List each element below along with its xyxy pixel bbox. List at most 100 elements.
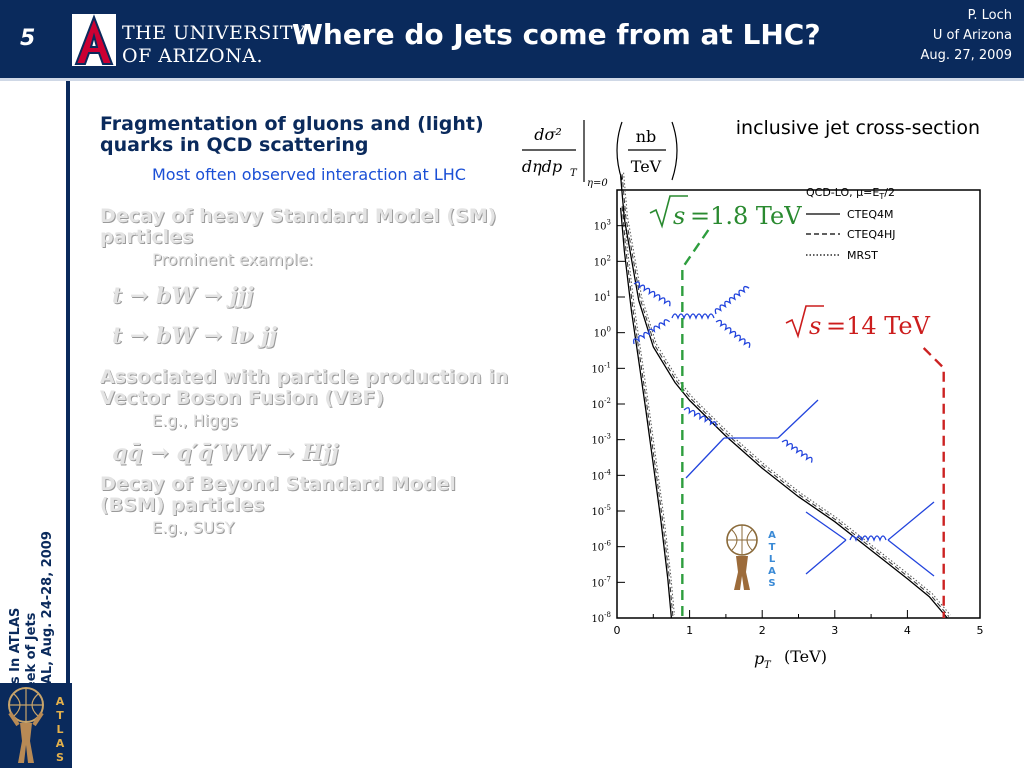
formula-vbf-higgs: qq̄ → q′q̄′WW → Hjj	[112, 440, 339, 466]
bullet-vbf: Associated with particle production in V…	[100, 366, 509, 409]
sidebar-line2: Week of Jets	[24, 612, 39, 704]
university-logo-icon	[72, 14, 116, 66]
x-tick-label: 1	[686, 624, 693, 637]
atlas-logo-icon: A T L A S	[726, 524, 776, 590]
university-name-line2: OF ARIZONA.	[122, 45, 263, 67]
curve-14-tev-cteq4m	[619, 175, 948, 619]
curve-14-tev-mrst	[623, 172, 951, 616]
y-tick-label: 10-3	[591, 433, 611, 447]
x-tick-label: 0	[614, 624, 621, 637]
jet-cross-section-chart: dσ² dηdp T η=0 nb TeV inclusive jet cros…	[522, 117, 984, 671]
bullet-fragmentation: Fragmentation of gluons and (light) quar…	[100, 113, 484, 156]
legend-title: QCD-LO, μ=ET/2	[806, 186, 895, 201]
quark-line	[887, 539, 935, 577]
bullet-bsm-decay: Decay of Beyond Standard Model (BSM) par…	[100, 473, 456, 516]
kinematic-limit-layer	[681, 229, 945, 618]
sidebar-vertical-text: Jets In ATLAS Week of Jets FNAL, Aug. 24…	[8, 424, 56, 704]
ylabel-eval-point: η=0	[587, 178, 608, 189]
x-tick-label: 4	[904, 624, 911, 637]
atlas-letter: A	[56, 737, 65, 750]
slide-number: 5	[20, 26, 36, 51]
y-tick-label: 101	[594, 290, 611, 304]
yunit-numerator: nb	[636, 127, 657, 146]
curve-1-8-tev-cteq4hj	[621, 206, 674, 617]
author-name: P. Loch	[967, 8, 1012, 23]
axis-ticks: 10310210110010-110-210-310-410-510-610-7…	[591, 219, 983, 637]
gluon-line-out2	[715, 319, 751, 349]
atlas-letter: T	[56, 709, 64, 722]
bullet-heavy-sm-decay: Decay of heavy Standard Model (SM) parti…	[100, 205, 497, 248]
y-tick-label: 10-2	[591, 397, 611, 411]
atlas-letter: A	[56, 695, 65, 708]
y-tick-label: 10-7	[591, 575, 611, 589]
energy-label-14: s =14 TeV	[785, 305, 931, 340]
legend-entry: CTEQ4HJ	[847, 228, 896, 241]
ylabel-denominator: dηdp	[522, 157, 562, 176]
author-info: P. Loch U of Arizona Aug. 27, 2009	[920, 6, 1012, 66]
gluon-line-in1	[633, 281, 671, 307]
atlas-letter: A	[768, 530, 776, 541]
ylabel-denominator-sub: T	[570, 168, 578, 179]
slide-header: 5 THE UNIVERSITY OF ARIZONA. Where do Je…	[0, 0, 1024, 81]
y-tick-label: 10-6	[591, 540, 611, 554]
y-tick-label: 10-1	[591, 361, 611, 375]
university-name: THE UNIVERSITY OF ARIZONA.	[122, 22, 306, 68]
gluon-propagator	[671, 313, 715, 320]
curve-1-8-tev-cteq4m	[619, 207, 673, 619]
feynman-diagram-boson-decay	[805, 501, 935, 577]
y-tick-label: 102	[594, 254, 611, 268]
y-tick-label: 100	[594, 326, 611, 340]
legend-entry: CTEQ4M	[847, 208, 894, 221]
sqrt-s-symbol: s	[809, 312, 821, 340]
y-axis-label: dσ² dηdp T η=0 nb TeV	[522, 120, 678, 189]
kinematic-limit-14-tev	[922, 347, 945, 618]
x-axis-label: p T (TeV)	[754, 647, 827, 671]
atlas-logo-box: A T L A S	[0, 683, 72, 768]
plot-frame	[616, 189, 981, 619]
xlabel: p	[754, 649, 764, 668]
quark-line	[777, 399, 819, 439]
y-tick-label: 10-8	[591, 611, 611, 625]
sidebar-line3: FNAL, Aug. 24-28, 2009	[40, 531, 55, 704]
energy-value-1-8: =1.8 TeV	[690, 202, 802, 230]
chart-annotation-title: inclusive jet cross-section	[736, 117, 980, 139]
legend-entry: MRST	[847, 249, 878, 262]
sub-bullet-most-observed: Most often observed interaction at LHC	[152, 165, 466, 184]
sidebar-stripe	[66, 81, 70, 768]
chart-container: dσ² dηdp T η=0 nb TeV inclusive jet cros…	[510, 100, 1020, 700]
feynman-diagram-gluon-scattering	[633, 281, 751, 349]
sqrt-sign-icon	[785, 305, 824, 339]
atlas-letter: L	[769, 554, 776, 565]
atlas-letter: L	[56, 723, 63, 736]
author-affiliation: U of Arizona	[932, 28, 1012, 43]
gluon-line-in2	[633, 319, 671, 345]
xlabel-sub: T	[764, 660, 772, 671]
quark-line	[685, 437, 725, 479]
gluon-line-out1	[714, 285, 750, 315]
sub-bullet-higgs: E.g., Higgs	[152, 411, 238, 430]
gluon-propagator	[849, 535, 887, 542]
energy-value-14: =14 TeV	[826, 312, 931, 340]
sub-bullet-prominent-example: Prominent example:	[152, 250, 314, 269]
x-tick-label: 2	[759, 624, 766, 637]
atlas-letter: T	[769, 542, 776, 553]
atlas-letter: S	[56, 751, 64, 764]
sqrt-s-symbol: s	[673, 202, 685, 230]
curve-layer	[619, 172, 951, 619]
quark-line	[805, 511, 847, 541]
atlas-logo-icon: A T L A S	[8, 687, 65, 764]
university-name-line1: THE UNIVERSITY	[122, 22, 306, 44]
x-tick-label: 3	[831, 624, 838, 637]
energy-label-1-8: s =1.8 TeV	[649, 195, 802, 230]
gluon-line	[781, 439, 813, 463]
quark-line	[887, 501, 935, 541]
y-tick-label: 103	[594, 219, 611, 233]
bullet-content: Fragmentation of gluons and (light) quar…	[100, 113, 520, 538]
curve-1-8-tev-mrst	[623, 204, 675, 616]
kinematic-limit-1-8-tev	[681, 229, 710, 618]
sqrt-sign-icon	[649, 195, 688, 229]
sub-bullet-susy: E.g., SUSY	[152, 518, 235, 537]
xunit: (TeV)	[784, 647, 827, 666]
atlas-letter: S	[768, 578, 775, 589]
curve-14-tev-cteq4hj	[621, 174, 950, 617]
